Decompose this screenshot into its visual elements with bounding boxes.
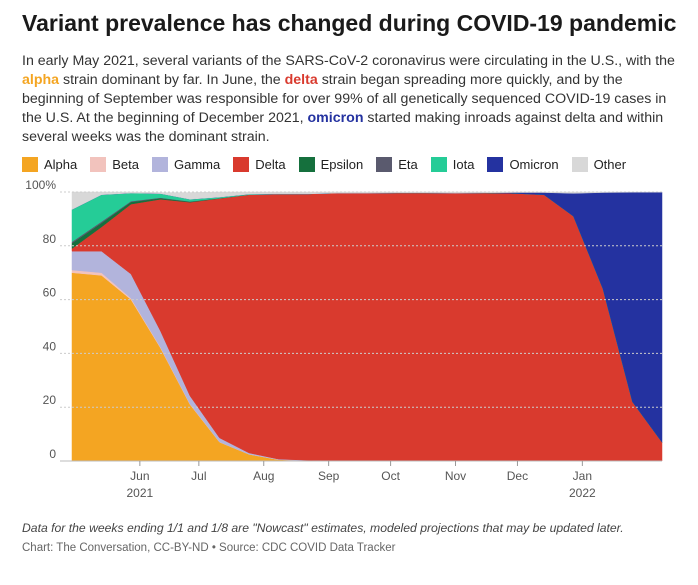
legend-item-gamma: Gamma — [152, 156, 221, 172]
x-tick-sublabel-2022: 2022 — [569, 486, 596, 500]
legend-label-other: Other — [593, 156, 627, 172]
x-tick-label-jun: Jun — [130, 469, 149, 483]
x-tick-label-aug: Aug — [253, 469, 274, 483]
subtitle-alpha-highlight: alpha — [22, 72, 60, 88]
subtitle-omicron-highlight: omicron — [307, 110, 364, 126]
legend-item-alpha: Alpha — [22, 156, 78, 172]
y-tick-label-80: 80 — [43, 232, 57, 246]
legend-label-omicron: Omicron — [509, 156, 559, 172]
legend-swatch-gamma — [152, 156, 168, 172]
legend-item-omicron: Omicron — [487, 156, 559, 172]
legend-label-eta: Eta — [398, 156, 418, 172]
subtitle-text-3: strain began spreading more quickly, and… — [22, 72, 667, 126]
x-tick-sublabel-2021: 2021 — [126, 486, 153, 500]
legend-item-epsilon: Epsilon — [298, 156, 364, 172]
legend-item-eta: Eta — [376, 156, 418, 172]
x-tick-label-oct: Oct — [381, 469, 400, 483]
legend-item-beta: Beta — [90, 156, 139, 172]
chart-credit: Chart: The Conversation, CC-BY-ND • Sour… — [22, 542, 396, 554]
legend-swatch-delta — [233, 156, 250, 172]
y-tick-label-40: 40 — [43, 339, 57, 353]
chart-subtitle: In early May 2021, several variants of t… — [22, 52, 682, 147]
legend-label-alpha: Alpha — [44, 156, 78, 172]
y-tick-label-20: 20 — [43, 393, 57, 407]
y-tick-label-0: 0 — [49, 447, 56, 461]
subtitle-text-1: In early May 2021, several variants of t… — [22, 53, 675, 69]
area-series-group — [71, 191, 663, 462]
x-tick-label-dec: Dec — [507, 469, 528, 483]
chart-title: Variant prevalence has changed during CO… — [22, 10, 677, 36]
subtitle-text-2: strain dominant by far. In June, the — [59, 72, 285, 88]
subtitle-delta-highlight: delta — [284, 72, 318, 88]
subtitle-text-4: started making inroads against delta and… — [22, 110, 664, 145]
legend-item-other: Other — [571, 156, 627, 172]
legend-swatch-eta — [376, 156, 393, 172]
chart-legend: Alpha Beta Gamma Delta Epsilon Eta Iota Omicron… — [22, 155, 639, 173]
x-tick-label-jul: Jul — [191, 469, 206, 483]
legend-swatch-alpha — [22, 156, 38, 172]
legend-swatch-beta — [90, 156, 107, 172]
y-tick-label-60: 60 — [43, 286, 57, 300]
x-tick-label-sep: Sep — [318, 469, 340, 483]
legend-swatch-omicron — [487, 156, 504, 172]
chart-note: Data for the weeks ending 1/1 and 1/8 ar… — [22, 521, 624, 535]
x-tick-label-jan: Jan — [573, 469, 592, 483]
legend-label-gamma: Gamma — [174, 156, 221, 172]
legend-swatch-epsilon — [298, 156, 315, 172]
y-tick-label-100: 100% — [25, 180, 56, 192]
x-tick-label-nov: Nov — [445, 469, 466, 483]
legend-item-iota: Iota — [430, 156, 475, 172]
legend-label-iota: Iota — [452, 156, 475, 172]
legend-swatch-other — [571, 156, 588, 172]
stacked-area-chart: 0 20 40 60 80 100% Jun 2021 Jul Aug Sep Oct Nov Dec Ja… — [25, 180, 663, 500]
legend-label-beta: Beta — [112, 156, 139, 172]
legend-item-delta: Delta — [233, 156, 286, 172]
legend-swatch-iota — [430, 156, 447, 172]
legend-label-epsilon: Epsilon — [320, 156, 364, 172]
legend-label-delta: Delta — [255, 156, 286, 172]
